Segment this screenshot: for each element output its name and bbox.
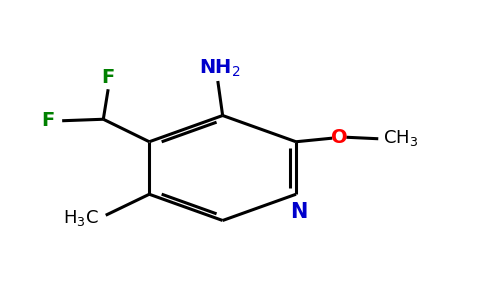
Text: NH$_2$: NH$_2$	[199, 57, 241, 79]
Text: CH$_3$: CH$_3$	[383, 128, 418, 148]
Text: F: F	[102, 68, 115, 87]
Text: O: O	[331, 128, 348, 147]
Text: H$_3$C: H$_3$C	[63, 208, 98, 228]
Text: F: F	[42, 111, 55, 130]
Text: N: N	[290, 202, 307, 222]
